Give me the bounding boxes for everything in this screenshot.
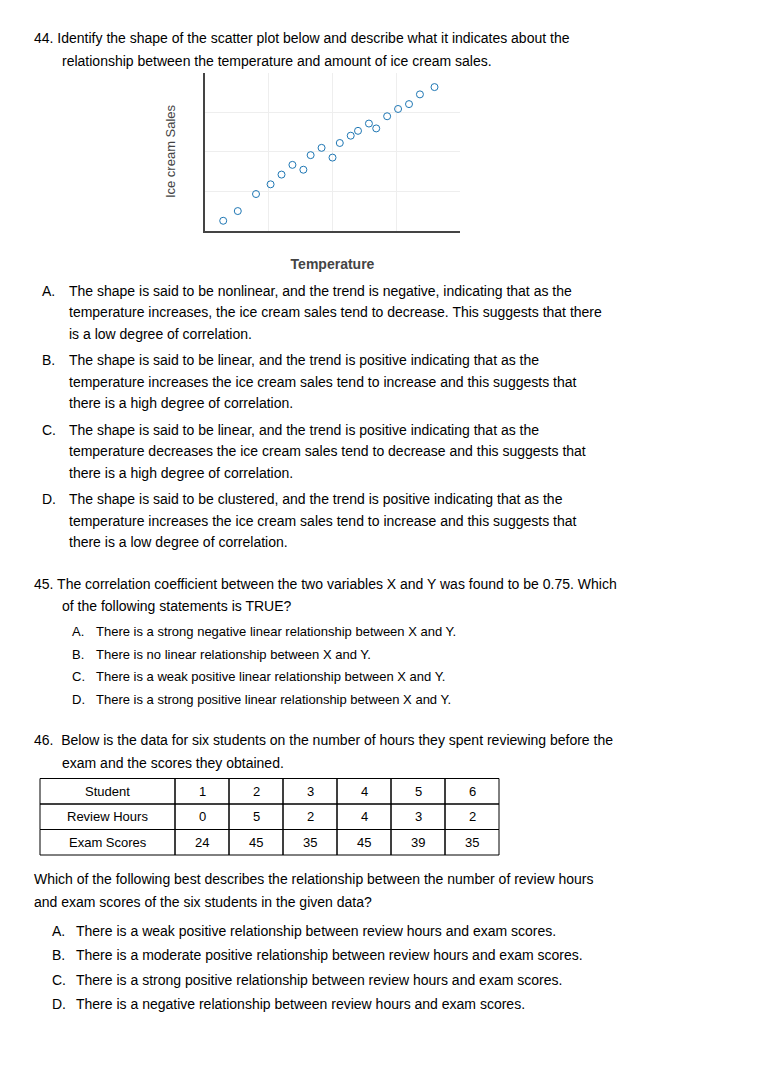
svg-text:The shape is said to be linear: The shape is said to be linear, and the … bbox=[69, 352, 539, 368]
svg-text:Which of the following best de: Which of the following best describes th… bbox=[34, 871, 594, 887]
svg-text:35: 35 bbox=[465, 835, 479, 850]
svg-text:2: 2 bbox=[469, 809, 476, 824]
svg-text:C.: C. bbox=[52, 972, 66, 988]
svg-text:there is a high degree of corr: there is a high degree of correlation. bbox=[69, 395, 293, 411]
svg-text:4: 4 bbox=[361, 784, 368, 799]
svg-text:45: 45 bbox=[357, 835, 371, 850]
svg-text:44. Identify the shape of the: 44. Identify the shape of the scatter pl… bbox=[34, 30, 570, 46]
svg-text:0: 0 bbox=[199, 809, 206, 824]
svg-text:and exam scores of the six stu: and exam scores of the six students in t… bbox=[34, 894, 372, 910]
svg-text:Ice cream Sales: Ice cream Sales bbox=[163, 104, 178, 198]
svg-text:There is a negative relationsh: There is a negative relationship between… bbox=[76, 996, 525, 1012]
svg-text:45. The correlation coefficien: 45. The correlation coefficient between … bbox=[34, 576, 617, 592]
svg-text:24: 24 bbox=[195, 835, 209, 850]
svg-text:4: 4 bbox=[361, 809, 368, 824]
svg-text:39: 39 bbox=[411, 835, 425, 850]
svg-text:Review Hours: Review Hours bbox=[67, 809, 148, 824]
svg-text:The shape is said to be linear: The shape is said to be linear, and the … bbox=[69, 422, 539, 438]
svg-text:temperature increases the ice: temperature increases the ice cream sale… bbox=[69, 513, 576, 529]
svg-text:2: 2 bbox=[253, 784, 260, 799]
svg-text:1: 1 bbox=[199, 784, 206, 799]
svg-text:There is a strong positive rel: There is a strong positive relationship … bbox=[76, 972, 562, 988]
svg-text:2: 2 bbox=[307, 809, 314, 824]
svg-text:46. Below is the data for six: 46. Below is the data for six students o… bbox=[34, 732, 613, 748]
svg-text:5: 5 bbox=[253, 809, 260, 824]
svg-text:A.: A. bbox=[72, 624, 84, 639]
svg-text:D.: D. bbox=[42, 491, 56, 507]
svg-text:is a low degree of correlation: is a low degree of correlation. bbox=[69, 326, 252, 342]
svg-text:Student: Student bbox=[85, 784, 130, 799]
svg-text:There is a weak positive linea: There is a weak positive linear relation… bbox=[96, 669, 445, 684]
svg-text:there is a high degree of corr: there is a high degree of correlation. bbox=[69, 465, 293, 481]
svg-text:there is a low degree of corre: there is a low degree of correlation. bbox=[69, 534, 288, 550]
svg-text:B.: B. bbox=[72, 647, 84, 662]
svg-text:3: 3 bbox=[307, 784, 314, 799]
svg-text:There is a strong negative lin: There is a strong negative linear relati… bbox=[96, 624, 456, 639]
svg-text:temperature decreases the ice: temperature decreases the ice cream sale… bbox=[69, 443, 586, 459]
svg-text:C.: C. bbox=[72, 669, 85, 684]
svg-text:There is no linear relationshi: There is no linear relationship between … bbox=[96, 647, 371, 662]
svg-text:A.: A. bbox=[42, 283, 55, 299]
svg-text:The shape is said to be nonlin: The shape is said to be nonlinear, and t… bbox=[69, 283, 572, 299]
svg-text:45: 45 bbox=[249, 835, 263, 850]
svg-text:temperature increases the ice: temperature increases the ice cream sale… bbox=[69, 374, 576, 390]
svg-text:temperature increases, the ice: temperature increases, the ice cream sal… bbox=[69, 304, 602, 320]
svg-text:B.: B. bbox=[52, 947, 65, 963]
svg-text:5: 5 bbox=[415, 784, 422, 799]
svg-text:of the following statements is: of the following statements is TRUE? bbox=[62, 598, 292, 614]
svg-text:A.: A. bbox=[52, 923, 65, 939]
svg-text:relationship between the tempe: relationship between the temperature and… bbox=[62, 53, 492, 69]
svg-text:The shape is said to be cluste: The shape is said to be clustered, and t… bbox=[69, 491, 563, 507]
svg-text:Temperature: Temperature bbox=[291, 256, 375, 272]
svg-text:There is a weak positive relat: There is a weak positive relationship be… bbox=[76, 923, 556, 939]
svg-text:There is a strong positive lin: There is a strong positive linear relati… bbox=[96, 692, 451, 707]
svg-text:3: 3 bbox=[415, 809, 422, 824]
svg-text:D.: D. bbox=[52, 996, 66, 1012]
svg-text:6: 6 bbox=[469, 784, 476, 799]
svg-text:35: 35 bbox=[303, 835, 317, 850]
svg-text:There is a moderate positive r: There is a moderate positive relationshi… bbox=[76, 947, 583, 963]
svg-text:B.: B. bbox=[42, 352, 55, 368]
svg-text:D.: D. bbox=[72, 692, 85, 707]
svg-text:Exam Scores: Exam Scores bbox=[69, 835, 147, 850]
svg-text:exam and the scores they obtai: exam and the scores they obtained. bbox=[62, 755, 284, 771]
svg-text:C.: C. bbox=[42, 422, 56, 438]
